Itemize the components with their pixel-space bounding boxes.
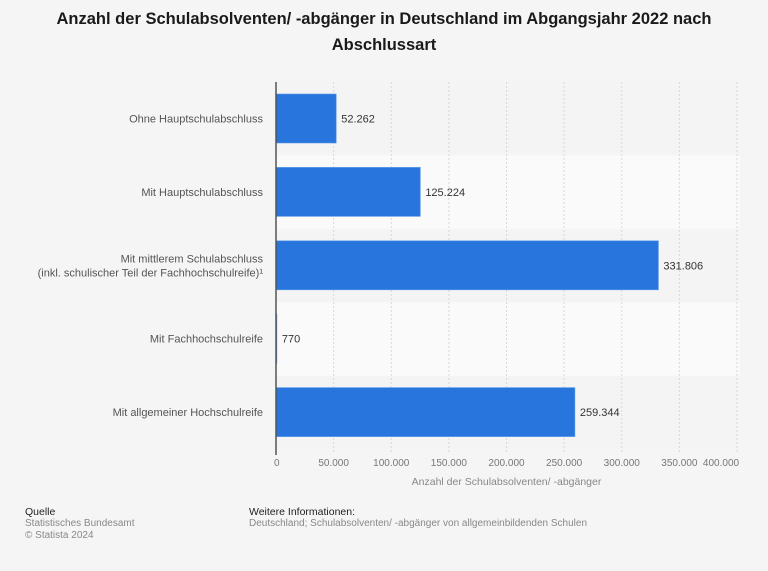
category-label: Mit mittlerem Schulabschluss xyxy=(121,253,264,265)
bar xyxy=(275,93,337,144)
info-heading: Weitere Informationen: xyxy=(249,506,356,518)
x-tick-label: 350.000 xyxy=(661,458,698,469)
bar-chart: 52.262 125.224 331.806 770 259.344 Ohne Haup… xyxy=(38,82,740,488)
value-label: 259.344 xyxy=(580,407,620,419)
source-heading: Quelle xyxy=(25,506,56,518)
bar xyxy=(275,167,421,217)
info-block: Weitere Informationen: Deutschland; Schu… xyxy=(249,506,587,530)
category-label: Mit Fachhochschulreife xyxy=(150,334,263,346)
row-band xyxy=(276,302,740,376)
x-tick-label: 0 xyxy=(274,458,280,469)
value-labels: 52.262 125.224 331.806 770 259.344 xyxy=(282,114,703,420)
category-label: Ohne Hauptschulabschluss xyxy=(129,114,263,126)
row-band xyxy=(276,82,740,156)
value-label: 770 xyxy=(282,334,300,346)
category-labels: Ohne Hauptschulabschluss Mit Hauptschulab… xyxy=(38,114,264,420)
bar xyxy=(275,240,659,291)
x-tick-label: 50.000 xyxy=(318,458,349,469)
x-tick-label: 300.000 xyxy=(604,458,641,469)
value-label: 125.224 xyxy=(425,187,465,199)
category-label: Mit Hauptschulabschluss xyxy=(141,187,263,199)
x-tick-label: 200.000 xyxy=(488,458,525,469)
bar xyxy=(275,387,576,437)
x-tick-label: 100.000 xyxy=(373,458,410,469)
category-label: Mit allgemeiner Hochschulreife xyxy=(113,407,263,419)
source-block: Quelle Statistisches Bundesamt © Statist… xyxy=(25,506,135,542)
copyright: © Statista 2024 xyxy=(25,530,94,541)
value-label: 331.806 xyxy=(663,260,703,272)
bars xyxy=(275,93,659,437)
value-label: 52.262 xyxy=(341,114,375,126)
source-name[interactable]: Statistisches Bundesamt xyxy=(25,518,135,529)
chart-title: Anzahl der Schulabsolventen/ -abgänger i… xyxy=(56,10,712,54)
info-text: Deutschland; Schulabsolventen/ -abgänger… xyxy=(249,518,588,529)
x-tick-label: 400.000 xyxy=(703,458,740,469)
x-axis-label: Anzahl der Schulabsolventen/ -abgänger xyxy=(412,476,602,488)
x-tick-labels: 0 50.000 100.000 150.000 200.000 250.000 300.0… xyxy=(274,458,740,469)
x-tick-label: 150.000 xyxy=(431,458,468,469)
x-tick-label: 250.000 xyxy=(546,458,583,469)
category-label: (inkl. schulischer Teil der Fachhochschu… xyxy=(38,267,264,279)
